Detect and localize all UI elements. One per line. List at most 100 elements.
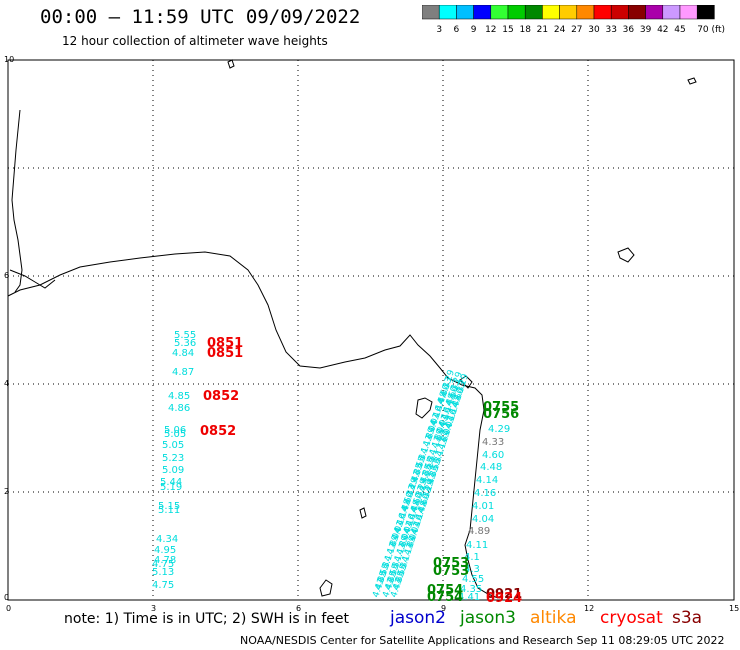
color-scale-label: 27 <box>571 25 582 35</box>
swh-label: 4.3 <box>379 561 393 578</box>
swh-label: 4.75 <box>152 580 174 591</box>
swh-label: 4.3 <box>424 454 438 471</box>
swh-label: 4.48 <box>480 462 502 473</box>
color-scale-swatch <box>456 5 474 20</box>
swh-label: 5.11 <box>158 505 180 516</box>
y-label: 4 <box>4 379 9 388</box>
color-scale-label: 30 <box>588 25 600 35</box>
swh-label: 5.09 <box>162 465 184 476</box>
swh-label: 4.3 <box>415 453 429 470</box>
y-label: 0 <box>4 593 9 602</box>
swh-label: 4.14 <box>476 475 498 486</box>
color-scale-swatch <box>438 5 457 20</box>
swh-label: 4.41 <box>458 592 480 603</box>
legend-jason3: jason3 <box>460 608 516 628</box>
color-scale-swatch <box>507 5 526 20</box>
swh-label: 4.3 <box>388 561 402 578</box>
color-scale-swatch <box>542 5 560 20</box>
swh-label: 4.01 <box>472 501 494 512</box>
swh-label: 5.44 <box>160 477 182 488</box>
color-scale-label: 3 <box>436 25 442 35</box>
color-scale-label: 45 <box>674 25 685 35</box>
x-label: 12 <box>584 604 594 613</box>
swh-label: 4.16 <box>474 488 496 499</box>
jason3-time-label: 0756 <box>483 407 519 422</box>
color-scale-swatch <box>490 5 509 20</box>
swh-label: 4.86 <box>168 403 190 414</box>
jason3-time-label: 0755 <box>483 400 519 415</box>
swh-label: 4.3 <box>464 564 480 575</box>
swh-label: 4.1 <box>426 447 440 464</box>
color-scale-label: 18 <box>519 25 531 35</box>
swh-label: 5.19 <box>160 482 182 493</box>
map-frame <box>7 59 735 601</box>
swh-label: 4.3 <box>396 561 410 578</box>
cryosat-time-label: 0852 <box>200 424 236 439</box>
swh-label: 4.29 <box>488 424 510 435</box>
x-label: 9 <box>441 604 446 613</box>
cryosat-time-label: 0851 <box>207 346 243 361</box>
swh-label: 5.06 <box>164 425 186 436</box>
cryosat-time-label: 0852 <box>203 389 239 404</box>
right-track-labels: 4.29 4.33 4.604.48 4.14 4.16 4.01 4.044.89 4.11… <box>458 424 510 603</box>
legend-jason2: jason2 <box>390 608 446 628</box>
x-label: 15 <box>729 604 739 613</box>
time-labels: 0851 0851 0852 0852 0921 0924 0755 0756 … <box>200 336 522 606</box>
color-scale-swatch <box>662 5 681 20</box>
color-scale-swatch <box>422 5 440 20</box>
page-subtitle: 12 hour collection of altimeter wave hei… <box>62 34 328 48</box>
x-label: 6 <box>296 604 301 613</box>
jason3-time-label: 0754 <box>427 590 463 605</box>
color-scale-swatch <box>645 5 664 20</box>
legend-s3a: s3a <box>672 608 703 628</box>
swh-label: 4.3 <box>430 456 444 473</box>
footer-credit: NOAA/NESDIS Center for Satellite Applica… <box>240 634 725 647</box>
jason3-time-label: 0753 <box>433 556 469 571</box>
y-label: 6 <box>4 271 9 280</box>
swh-label: 4.60 <box>482 450 504 461</box>
x-label: 0 <box>6 604 11 613</box>
swh-label: 4.1 <box>381 554 395 571</box>
cryosat-time-label: 0924 <box>486 591 522 606</box>
y-label: 2 <box>4 487 9 496</box>
swh-label: 4.87 <box>172 367 194 378</box>
color-scale-swatch <box>559 5 578 20</box>
color-scale-label: 24 <box>554 25 566 35</box>
legend-note: note: 1) Time is in UTC; 2) SWH is in fe… <box>64 611 350 627</box>
color-scale-swatch <box>696 5 715 20</box>
s3a-time-label: 0921 <box>486 587 522 602</box>
swh-label: 5.15 <box>158 501 180 512</box>
swh-label: 4.1 <box>417 446 431 463</box>
swh-label: 4.33 <box>482 437 504 448</box>
color-scale-label: 21 <box>537 25 548 35</box>
axis-labels: 10 6 4 2 0 0 3 6 9 12 15 <box>4 55 739 613</box>
cryosat-time-label: 0851 <box>207 336 243 351</box>
swh-label: 4.35 <box>460 584 482 595</box>
swh-label: 4.11 <box>466 540 488 551</box>
color-scale-label: 70 (ft) <box>697 25 725 35</box>
swh-label: 5.55 <box>174 330 196 341</box>
swh-label: 5.36 <box>174 338 196 349</box>
swh-label: 5.23 <box>162 453 184 464</box>
swh-label: 4.1 <box>433 449 447 466</box>
swh-label: 4.85 <box>168 391 190 402</box>
legend-cryosat: cryosat <box>600 608 663 628</box>
color-scale-label: 36 <box>623 25 635 35</box>
color-scale-swatch <box>524 5 543 20</box>
page-title: 00:00 – 11:59 UTC 09/09/2022 <box>40 6 361 28</box>
color-scale-swatch <box>473 5 492 20</box>
color-scale-label: 12 <box>485 25 496 35</box>
swh-label: 5.13 <box>152 567 174 578</box>
swh-label: 4.84 <box>172 348 194 359</box>
swh-label: 4.55 <box>462 574 484 585</box>
color-scale-label: 9 <box>471 25 477 35</box>
coastline <box>7 59 697 599</box>
swh-label: 4.04 <box>472 514 494 525</box>
swh-label: 5.05 <box>162 440 184 451</box>
color-scale-label: 15 <box>502 25 513 35</box>
color-scale-swatch <box>679 5 698 20</box>
swh-label: 4.1 <box>391 554 405 571</box>
swh-label: 4.95 <box>154 545 176 556</box>
legend-altika: altika <box>530 608 577 628</box>
